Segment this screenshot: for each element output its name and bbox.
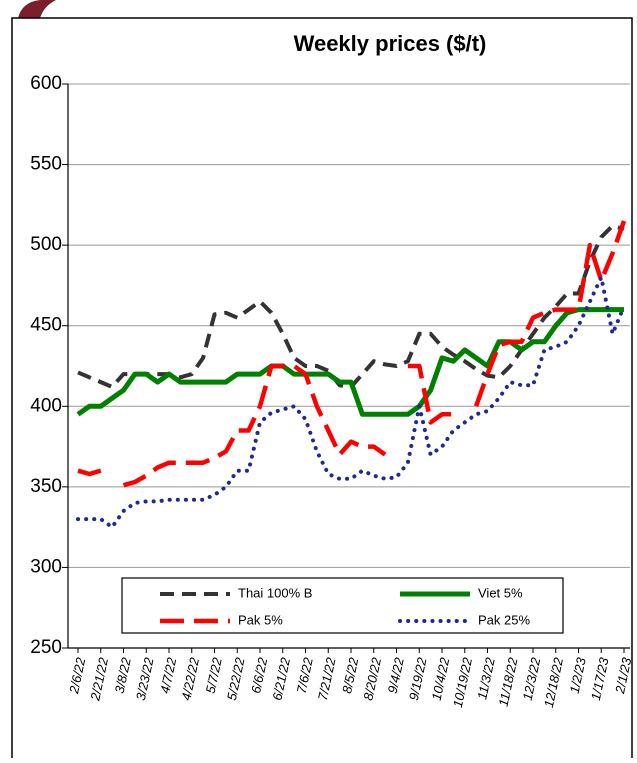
legend-box	[121, 577, 564, 634]
y-tick-label: 450	[30, 315, 62, 336]
series-line	[76, 307, 624, 417]
y-tick-label: 600	[30, 73, 62, 94]
chart-frame	[11, 17, 633, 763]
legend-label: Pak 25%	[478, 612, 530, 627]
y-tick-label: 250	[30, 637, 62, 658]
legend: Thai 100% B Viet 5% Pak 5% Pak 25%	[121, 577, 564, 634]
y-tick-label: 300	[30, 556, 62, 577]
y-tick-label: 350	[30, 476, 62, 497]
legend-label: Thai 100% B	[238, 585, 312, 600]
y-tick-label: 550	[30, 154, 62, 175]
legend-label: Pak 5%	[238, 612, 283, 627]
y-tick-label: 500	[30, 234, 62, 255]
grid	[68, 83, 630, 649]
chart-title: Weekly prices ($/t)	[294, 31, 487, 56]
series-line	[76, 275, 626, 530]
y-tick-label: 400	[30, 395, 62, 416]
series-line	[77, 220, 627, 488]
logo	[18, 0, 56, 18]
lines	[76, 220, 627, 530]
legend-label: Viet 5%	[478, 585, 523, 600]
